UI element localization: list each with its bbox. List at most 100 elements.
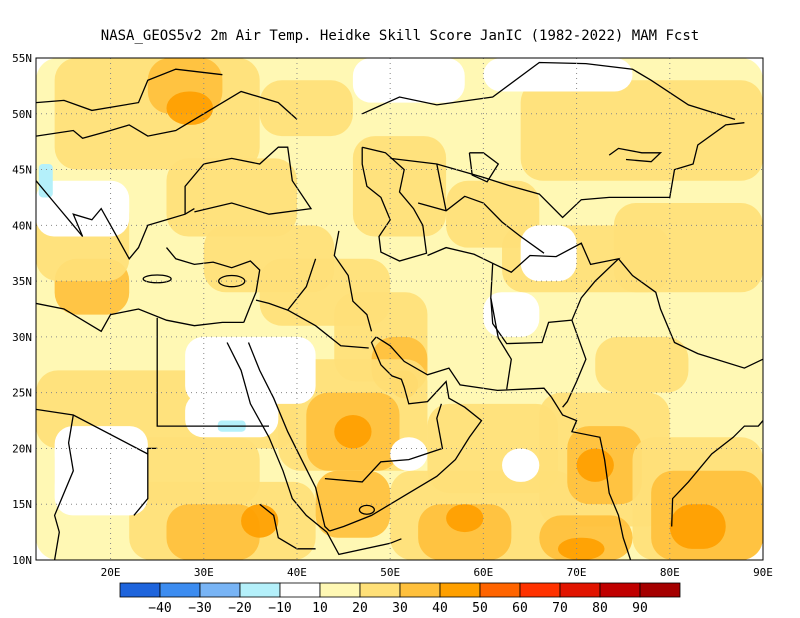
colorbar-label: 10: [312, 601, 328, 616]
longitude-label: 90E: [753, 566, 773, 579]
skill-area: [557, 537, 605, 560]
skill-area: [595, 336, 689, 393]
map-border: [35, 57, 764, 561]
coastline-segment: [490, 242, 621, 345]
map-title: NASA_GEOS5v2 2m Air Temp. Heidke Skill S…: [100, 28, 700, 44]
coastline-segment: [287, 309, 369, 349]
coastline-segment: [326, 531, 402, 556]
skill-shading: [36, 58, 763, 560]
latitude-label: 35N: [12, 275, 32, 288]
coastline-segment: [165, 247, 261, 323]
coastline-segment: [247, 342, 331, 532]
coastline-segment: [53, 414, 74, 560]
coastline-segment: [361, 146, 428, 262]
latitude-label: 25N: [12, 387, 32, 400]
longitude-label: 80E: [660, 566, 680, 579]
coastline-segment: [36, 68, 223, 112]
colorbar-label: −10: [268, 601, 291, 616]
longitude-label: 20E: [101, 566, 121, 579]
colorbar-label: 40: [432, 601, 448, 616]
colorbar-swatch: [199, 582, 241, 598]
coastline-segment: [226, 342, 328, 533]
latitude-label: 15N: [12, 498, 32, 511]
skill-area: [241, 504, 279, 538]
coastline-segment: [259, 503, 316, 550]
colorbar-label: 30: [392, 601, 408, 616]
coastline-segment: [671, 420, 763, 527]
skill-area: [166, 91, 214, 125]
coastline-segment: [468, 152, 500, 183]
longitude-label: 70E: [567, 566, 587, 579]
skill-area: [352, 136, 447, 237]
latitude-label: 30N: [12, 331, 32, 344]
skill-area: [334, 414, 372, 449]
no-skill-area: [502, 448, 540, 482]
latitude-label: 50N: [12, 108, 32, 121]
island: [142, 274, 172, 284]
colorbar-label: −20: [228, 601, 251, 616]
coastline-segment: [324, 403, 444, 483]
colorbar-label: −30: [188, 601, 211, 616]
coastline-segment: [36, 302, 244, 333]
no-skill-area: [54, 426, 148, 516]
coastline-segment: [156, 317, 269, 427]
colorbar-swatch: [439, 582, 481, 598]
colorbar-swatch: [399, 582, 441, 598]
coastline-segment: [375, 336, 552, 398]
coastline-segment: [333, 230, 373, 332]
coastline-segment: [36, 90, 298, 140]
coastline-segment: [361, 61, 736, 121]
colorbar-swatch: [639, 582, 681, 598]
colorbar-swatch: [559, 582, 601, 598]
coastline-segment: [562, 319, 587, 408]
colorbar-swatch: [319, 582, 361, 598]
no-skill-area: [520, 225, 577, 282]
coastlines: [36, 61, 763, 560]
map-area: [35, 57, 764, 561]
colorbar-label: 50: [472, 601, 488, 616]
island: [358, 504, 375, 515]
no-skill-area: [483, 292, 540, 337]
coastline-segment: [490, 297, 512, 390]
colorbar-label: 70: [552, 601, 568, 616]
colorbar-label: 90: [632, 601, 648, 616]
colorbar-swatch: [279, 582, 321, 598]
no-skill-area: [483, 58, 633, 92]
longitude-label: 30E: [194, 566, 214, 579]
colorbar-label: 20: [352, 601, 368, 616]
skill-area: [166, 504, 260, 560]
longitude-labels: 20E 30E 40E 50E 60E 70E 80E 90E: [101, 566, 773, 579]
coastline-segment: [184, 146, 313, 215]
coastline-segment: [550, 396, 632, 560]
skill-area: [315, 470, 391, 538]
longitude-label: 50E: [380, 566, 400, 579]
colorbar: −40 −30 −20 −10 10 20 30 40 50 60 70 80 90: [119, 582, 681, 616]
skill-area: [446, 504, 484, 533]
no-skill-area: [185, 336, 316, 404]
latitude-label: 45N: [12, 164, 32, 177]
no-skill-area: [352, 58, 465, 103]
colorbar-label: 60: [512, 601, 528, 616]
no-skill-area: [36, 180, 130, 237]
skill-area: [259, 80, 353, 137]
colorbar-swatch: [119, 582, 161, 598]
latitude-labels: 55N 50N 45N 40N 35N 30N 25N 20N 15N 10N: [12, 52, 32, 567]
coastline-segment: [608, 147, 663, 163]
longitude-label: 60E: [473, 566, 493, 579]
island: [218, 274, 246, 288]
skill-area: [520, 80, 763, 181]
colorbar-swatch: [359, 582, 401, 598]
latitude-label: 55N: [12, 52, 32, 65]
colorbar-label: −40: [148, 601, 171, 616]
latitude-label: 10N: [12, 554, 32, 567]
latitude-label: 20N: [12, 442, 32, 455]
colorbar-swatch: [519, 582, 561, 598]
coastline-segment: [390, 122, 745, 219]
coastline-segment: [36, 180, 195, 260]
colorbar-swatch: [599, 582, 641, 598]
latitude-label: 40N: [12, 219, 32, 232]
skill-area: [576, 448, 614, 482]
colorbar-swatch: [239, 582, 281, 598]
colorbar-swatch: [479, 582, 521, 598]
